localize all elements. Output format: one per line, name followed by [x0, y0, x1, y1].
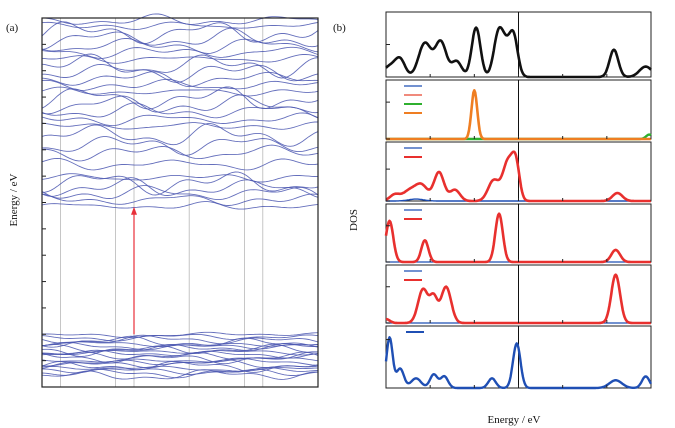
- dos-ylabel: DOS: [348, 209, 360, 231]
- conduction-band-line: [41, 53, 319, 79]
- valence-band-line: [41, 331, 319, 339]
- conduction-band-line: [41, 171, 319, 196]
- conduction-band-line: [41, 38, 319, 54]
- dos-subpanel-er: [385, 79, 652, 141]
- valence-band-line: [41, 341, 319, 351]
- panel-label-a: (a): [6, 22, 19, 34]
- conduction-band-line: [41, 193, 319, 206]
- conduction-band-line: [41, 102, 319, 119]
- conduction-band-line: [41, 13, 319, 25]
- conduction-band-line: [42, 63, 319, 83]
- dos-xlabel: Energy / eV: [488, 414, 541, 426]
- conduction-band-line: [41, 21, 319, 30]
- conduction-band-line: [41, 121, 318, 130]
- panel-label-b: (b): [333, 22, 346, 34]
- conduction-band-line: [41, 177, 319, 198]
- dos-subpanel-full: [385, 11, 652, 79]
- dos-panel: (b) DOS Energy / eV: [333, 11, 653, 426]
- band-structure-panel: (a) Energy / eV: [6, 13, 319, 388]
- dos-subpanel-o: [385, 141, 652, 203]
- dos-series-curve: [385, 25, 652, 79]
- conduction-band-line: [41, 123, 319, 147]
- valence-band-line: [41, 351, 319, 365]
- conduction-band-line: [41, 27, 319, 51]
- conduction-band-line: [41, 201, 319, 210]
- conduction-band-line: [41, 144, 319, 162]
- conduction-band-line: [41, 78, 319, 91]
- band-plot-frame: [41, 17, 319, 388]
- conduction-band-line: [41, 86, 319, 97]
- valence-band-line: [41, 359, 319, 369]
- conduction-band-line: [41, 136, 319, 156]
- band-ylabel: Energy / eV: [8, 173, 20, 226]
- dos-subpanel-c: [385, 264, 652, 325]
- valence-band-line: [41, 335, 319, 348]
- valence-band-line: [41, 369, 319, 380]
- conduction-band-line: [41, 173, 319, 183]
- conduction-band-line: [41, 185, 319, 201]
- conduction-band-line: [41, 157, 319, 171]
- conduction-band-line: [41, 71, 319, 88]
- valence-band-line: [41, 357, 319, 363]
- band-gap-arrow-head: [131, 206, 137, 215]
- valence-band-line: [41, 333, 319, 342]
- conduction-band-line: [41, 21, 319, 45]
- dos-subpanel-h: [384, 325, 653, 390]
- dos-subpanel-n: [384, 203, 652, 264]
- conduction-band-line: [41, 54, 319, 64]
- conduction-band-line: [41, 46, 319, 59]
- valence-band-line: [41, 343, 319, 357]
- conduction-band-line: [41, 112, 319, 127]
- valence-band-line: [41, 334, 319, 345]
